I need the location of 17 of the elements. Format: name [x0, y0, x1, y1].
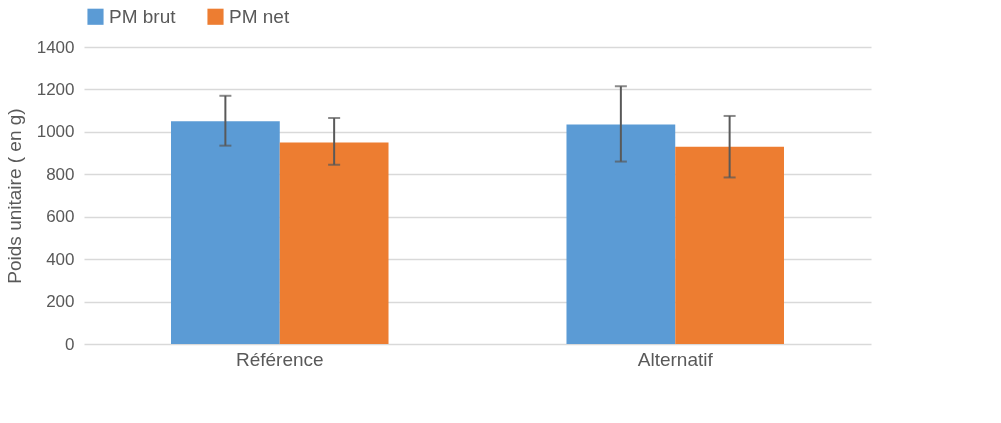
y-tick-label: 1200	[36, 79, 75, 99]
y-tick-label: 200	[46, 292, 75, 312]
y-axis-title: Poids unitaire ( en g)	[3, 108, 25, 284]
y-tick-label: 600	[46, 207, 75, 227]
bar	[675, 146, 784, 344]
y-tick-label: 0	[65, 334, 75, 354]
bar	[279, 142, 389, 344]
x-tick-label: Référence	[235, 348, 324, 370]
legend-label: PM net	[229, 5, 290, 27]
y-tick-label: 400	[46, 249, 75, 269]
x-tick-label: Alternatif	[637, 348, 714, 370]
y-tick-label: 1000	[36, 122, 75, 142]
bar	[566, 124, 676, 344]
y-tick-label: 800	[46, 164, 75, 184]
y-tick-label: 1400	[36, 37, 75, 57]
legend-label: PM brut	[109, 5, 177, 27]
bar	[171, 121, 280, 344]
